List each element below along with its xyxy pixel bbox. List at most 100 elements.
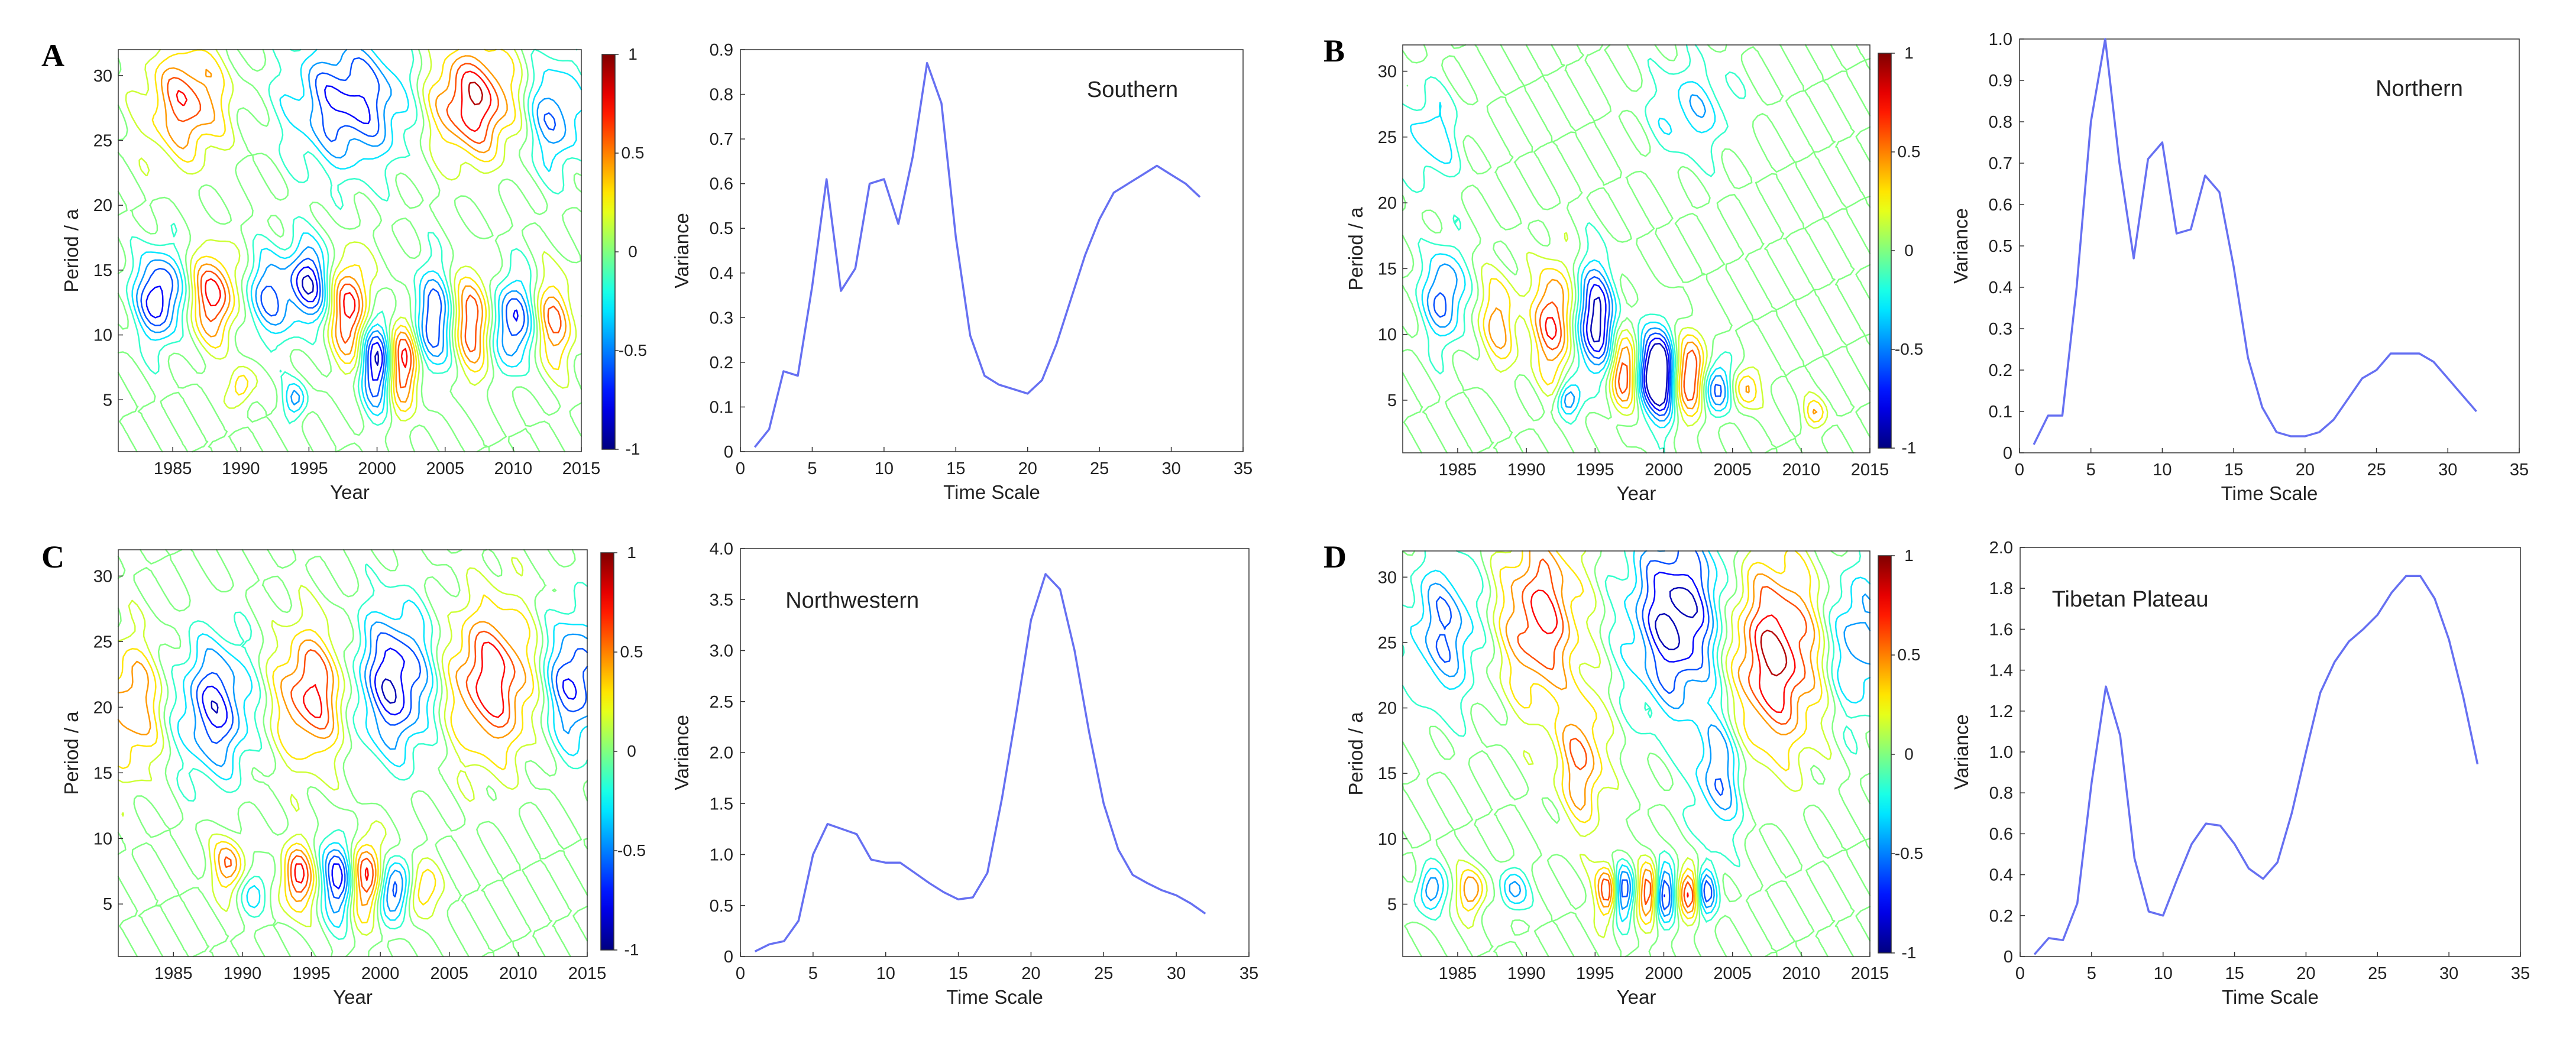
contour-line — [1435, 550, 1724, 910]
y-tick-label: 1.5 — [710, 795, 733, 813]
colorbar — [1878, 555, 1892, 954]
y-tick-label: 30 — [1378, 63, 1397, 82]
heatmap-frame — [118, 49, 582, 452]
y-tick-label: 3.0 — [710, 642, 733, 661]
y-tick-label: 0.2 — [1989, 361, 2012, 380]
x-tick-label: 10 — [875, 459, 894, 478]
contour-line — [117, 594, 535, 924]
colorbar-tick-label: -0.5 — [1895, 844, 1923, 863]
x-axis-label: Year — [333, 986, 373, 1008]
variance-series-line — [2033, 38, 2477, 445]
x-tick-label: 20 — [1018, 459, 1037, 478]
y-tick-label: 2.0 — [1989, 539, 2013, 557]
y-tick-label: 0 — [2004, 948, 2013, 967]
colorbar-tick-label: -0.5 — [619, 341, 647, 359]
y-tick-label: 1.0 — [710, 846, 733, 865]
y-tick-label: 25 — [1378, 634, 1397, 653]
y-tick-label: 0.4 — [1989, 278, 2012, 297]
contour-line — [1585, 284, 1670, 411]
contour-line — [1545, 317, 1557, 341]
x-tick-label: 1995 — [1576, 461, 1614, 479]
colorbar-tick-label: 0 — [628, 242, 637, 261]
y-tick-label: 2.0 — [710, 744, 733, 763]
colorbar-tick-label: 1 — [1904, 44, 1914, 62]
y-tick-label: 0.2 — [1989, 907, 2013, 926]
x-tick-label: 1985 — [154, 964, 193, 983]
y-tick-label: 5 — [103, 391, 112, 410]
x-tick-label: 15 — [949, 964, 967, 983]
y-tick-label: 15 — [93, 764, 112, 783]
contour-line — [1459, 550, 1823, 925]
contour-line — [1760, 630, 1788, 677]
x-tick-label: 2000 — [1645, 964, 1683, 983]
x-tick-label: 20 — [2296, 964, 2315, 983]
y-tick-label: 1.6 — [1989, 620, 2013, 639]
x-tick-label: 2005 — [431, 964, 469, 983]
y-tick-label: 5 — [1387, 895, 1397, 914]
x-tick-label: 1995 — [1576, 964, 1614, 983]
x-tick-label: 2005 — [426, 459, 464, 478]
contour-line — [468, 82, 483, 106]
x-tick-label: 1985 — [154, 459, 192, 478]
y-tick-label: 0.9 — [710, 41, 733, 60]
y-axis-label: Period / a — [1345, 207, 1367, 291]
x-tick-label: 30 — [2439, 964, 2458, 983]
y-tick-label: 0.6 — [1989, 825, 2013, 844]
x-axis-label: Time Scale — [2222, 986, 2319, 1008]
x-tick-label: 2015 — [1851, 964, 1889, 983]
x-tick-label: 20 — [1021, 964, 1040, 983]
x-tick-label: 35 — [2510, 461, 2529, 479]
x-tick-label: 1990 — [224, 964, 262, 983]
contour-line — [117, 549, 588, 958]
x-tick-label: 1990 — [222, 459, 260, 478]
contour-line — [1488, 278, 1818, 415]
colorbar — [600, 552, 614, 951]
y-tick-label: 20 — [93, 196, 112, 215]
contour-line — [161, 55, 567, 403]
x-tick-label: 2005 — [1713, 461, 1752, 479]
contour-line — [1483, 268, 1824, 423]
x-tick-label: 1995 — [292, 964, 331, 983]
x-tick-label: 2010 — [1782, 461, 1821, 479]
y-tick-label: 1.0 — [1989, 743, 2013, 762]
x-axis-label: Year — [1617, 986, 1656, 1008]
x-tick-label: 0 — [2015, 461, 2024, 479]
x-tick-label: 30 — [2438, 461, 2457, 479]
y-tick-label: 10 — [1378, 326, 1397, 345]
contour-line — [136, 48, 567, 408]
x-tick-label: 1985 — [1439, 964, 1477, 983]
y-tick-label: 0 — [724, 443, 733, 462]
y-tick-label: 0.7 — [710, 130, 733, 149]
y-tick-label: 25 — [93, 633, 112, 651]
contour-line — [1433, 275, 1722, 417]
y-tick-label: 20 — [1378, 194, 1397, 213]
colorbar-tick-label: 0 — [1904, 241, 1914, 260]
chart-title: Northwestern — [785, 588, 919, 613]
contour-line — [224, 630, 516, 893]
y-tick-label: 0.1 — [1989, 403, 2012, 421]
x-axis-label: Time Scale — [2221, 482, 2318, 504]
heatmap-frame — [118, 549, 588, 957]
contour-line — [1409, 550, 1871, 923]
x-tick-label: 2015 — [562, 459, 601, 478]
panel-label-d: D — [1323, 539, 1347, 575]
x-tick-label: 2015 — [1851, 461, 1889, 479]
contour-line — [169, 563, 588, 940]
contour-line — [117, 557, 540, 936]
y-axis-label: Period / a — [60, 711, 82, 795]
colorbar — [601, 54, 616, 450]
y-tick-label: 0.5 — [710, 897, 733, 916]
contour-line — [125, 48, 582, 426]
x-tick-label: 1990 — [1507, 461, 1546, 479]
variance-series-line — [754, 573, 1206, 952]
y-tick-label: 0.6 — [710, 175, 733, 194]
y-tick-label: 0.4 — [1989, 866, 2013, 885]
contour-line — [145, 85, 519, 381]
contour-line — [302, 274, 379, 366]
y-axis-label: Variance — [671, 213, 692, 288]
y-tick-label: 25 — [93, 132, 112, 151]
x-axis-label: Time Scale — [946, 986, 1043, 1008]
contour-line — [211, 678, 397, 714]
y-tick-label: 0.6 — [1989, 196, 2012, 215]
